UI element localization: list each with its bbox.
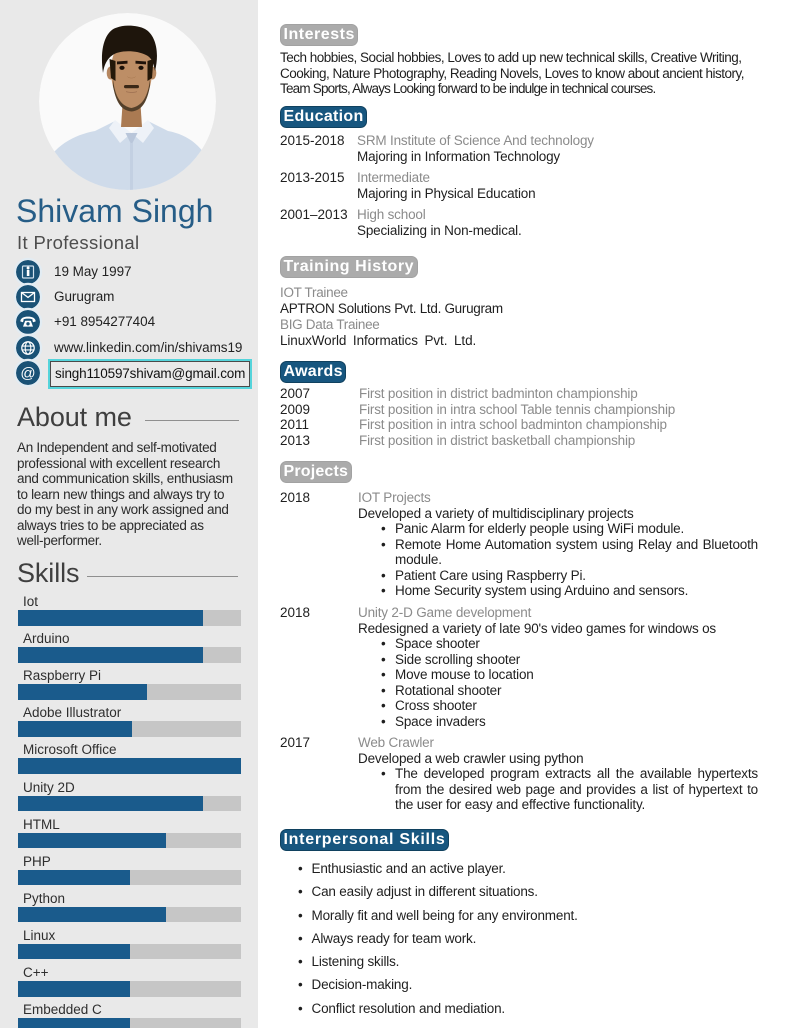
- svg-text:@: @: [20, 365, 35, 382]
